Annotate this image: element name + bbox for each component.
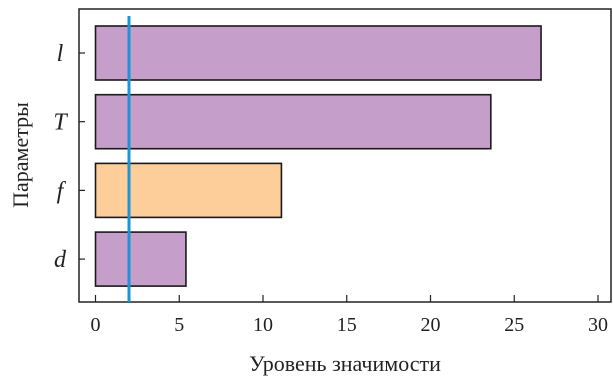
x-ticks: 0 5 10 15 20 25 30 [91,295,608,336]
x-tick-label-30: 30 [588,314,608,336]
category-label-l: l [57,41,64,67]
category-label-d: d [54,247,67,273]
x-tick-label-5: 5 [174,314,184,336]
y-axis-title: Параметры [8,102,33,208]
bar-T [94,93,492,150]
bars-layer [94,25,542,287]
x-tick-label-25: 25 [504,314,524,336]
x-tick-label-20: 20 [421,314,441,336]
category-label-T: T [53,110,68,136]
category-label-f: f [57,178,67,204]
plot-frame [78,8,612,303]
x-tick-label-10: 10 [253,314,273,336]
x-tick-label-15: 15 [337,314,357,336]
x-axis-title: Уровень значимости [249,351,441,376]
category-labels: l Tf d [53,41,85,273]
bar-l [94,25,542,81]
bar-f [94,162,283,219]
x-tick-label-0: 0 [91,314,101,336]
bar-d [94,231,187,287]
